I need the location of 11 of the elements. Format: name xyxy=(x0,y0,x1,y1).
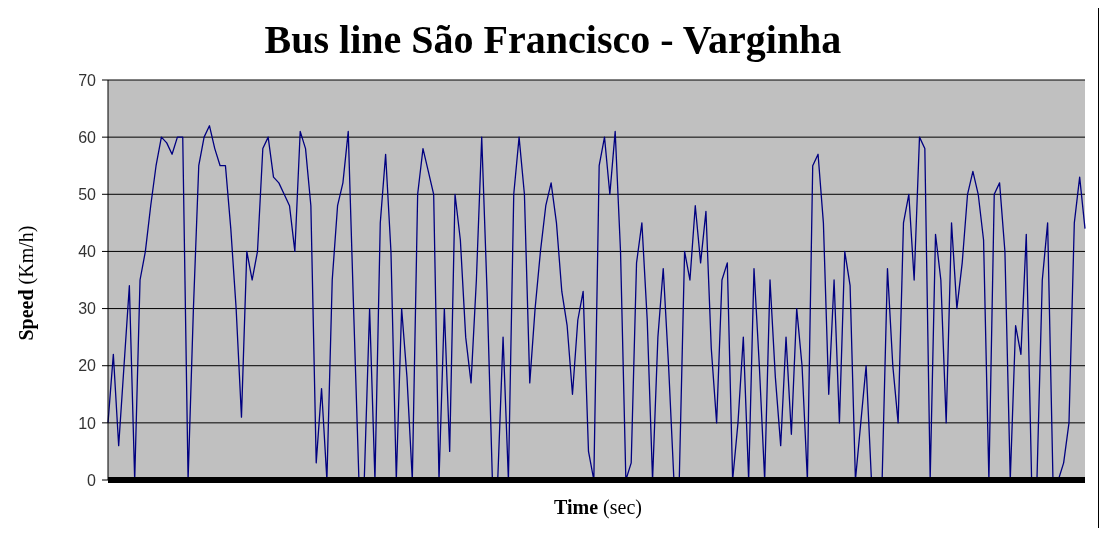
y-tick-label: 30 xyxy=(78,300,97,318)
y-tick-label: 50 xyxy=(78,185,97,203)
y-tick-label: 40 xyxy=(78,243,97,261)
chart-title: Bus line São Francisco - Varginha xyxy=(263,16,843,63)
y-tick-label: 70 xyxy=(78,71,97,89)
x-axis-title: Time (sec) xyxy=(553,496,643,519)
y-tick-label: 0 xyxy=(87,471,97,489)
y-tick-label: 60 xyxy=(78,128,97,146)
y-tick-label: 20 xyxy=(78,357,97,375)
y-tick-label: 10 xyxy=(78,414,97,432)
y-axis-title: Speed (Km/h) xyxy=(14,225,38,341)
